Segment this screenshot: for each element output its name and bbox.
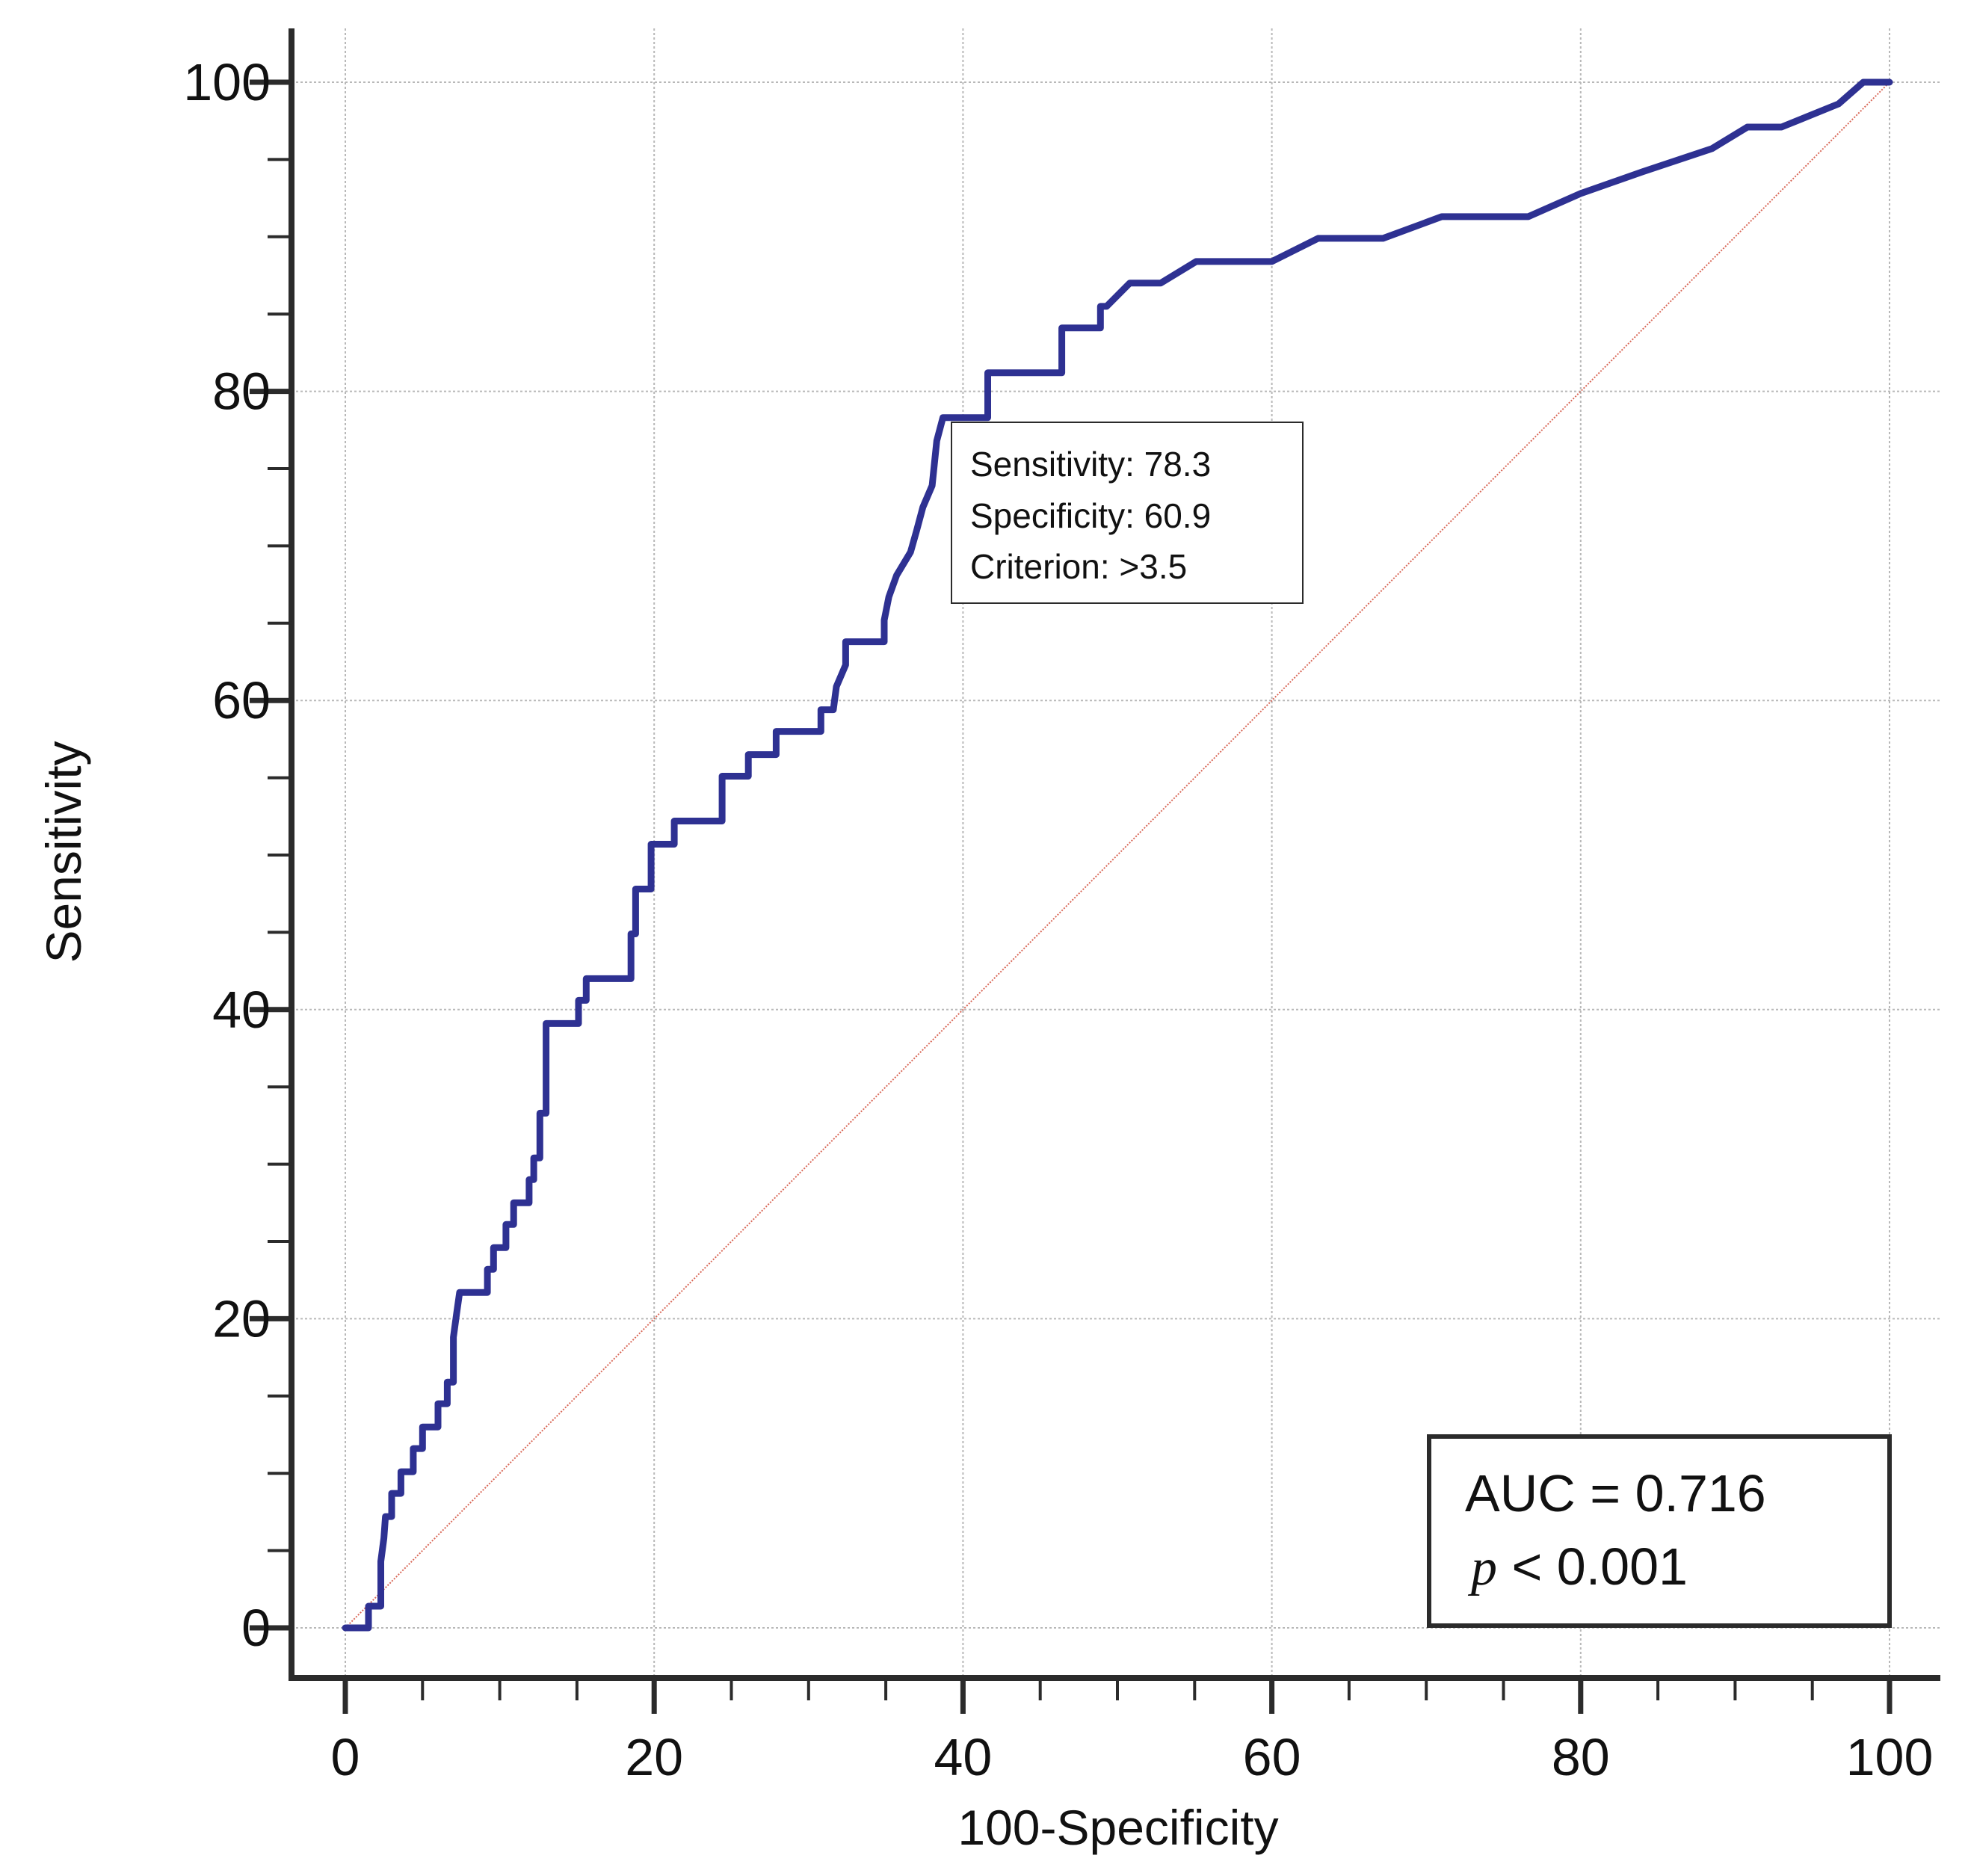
y-ticks: 0 20 40 60 80 100 (183, 53, 292, 1657)
y-axis-label: Sensitivity (36, 741, 91, 963)
cutoff-annotation: Sensitivity: 78.3 Specificity: 60.9 Crit… (951, 422, 1304, 604)
cutoff-sensitivity: Sensitivity: 78.3 (970, 445, 1211, 484)
p-symbol: p (1467, 1539, 1497, 1596)
x-tick-label: 60 (1243, 1728, 1301, 1786)
y-tick-label: 100 (183, 53, 271, 111)
cutoff-box (951, 422, 1304, 604)
y-tick-label: 0 (241, 1599, 271, 1657)
reference-line-layer (345, 81, 1890, 1629)
x-tick-label: 40 (934, 1728, 992, 1786)
auc-box (1427, 1434, 1892, 1628)
reference-diagonal (345, 81, 1890, 1629)
x-axis-label: 100-Specificity (957, 1800, 1278, 1855)
y-tick-label: 80 (212, 362, 271, 421)
x-tick-label: 80 (1552, 1728, 1610, 1786)
x-ticks: 0 20 40 60 80 100 (331, 1678, 1934, 1786)
cutoff-criterion: Criterion: >3.5 (970, 547, 1187, 586)
p-value-label: p < 0.001 (1467, 1537, 1688, 1596)
x-tick-label: 100 (1846, 1728, 1934, 1786)
auc-annotation: AUC = 0.716 p < 0.001 (1427, 1434, 1892, 1628)
roc-curve (342, 78, 1893, 1632)
x-tick-label: 20 (625, 1728, 683, 1786)
auc-label: AUC = 0.716 (1465, 1464, 1766, 1522)
cutoff-specificity: Specificity: 60.9 (970, 496, 1211, 535)
y-tick-label: 40 (212, 981, 271, 1039)
y-tick-label: 60 (212, 671, 271, 729)
x-tick-label: 0 (331, 1728, 360, 1786)
y-tick-label: 20 (212, 1289, 271, 1348)
p-value: < 0.001 (1497, 1537, 1688, 1596)
roc-curve-layer (342, 78, 1893, 1632)
